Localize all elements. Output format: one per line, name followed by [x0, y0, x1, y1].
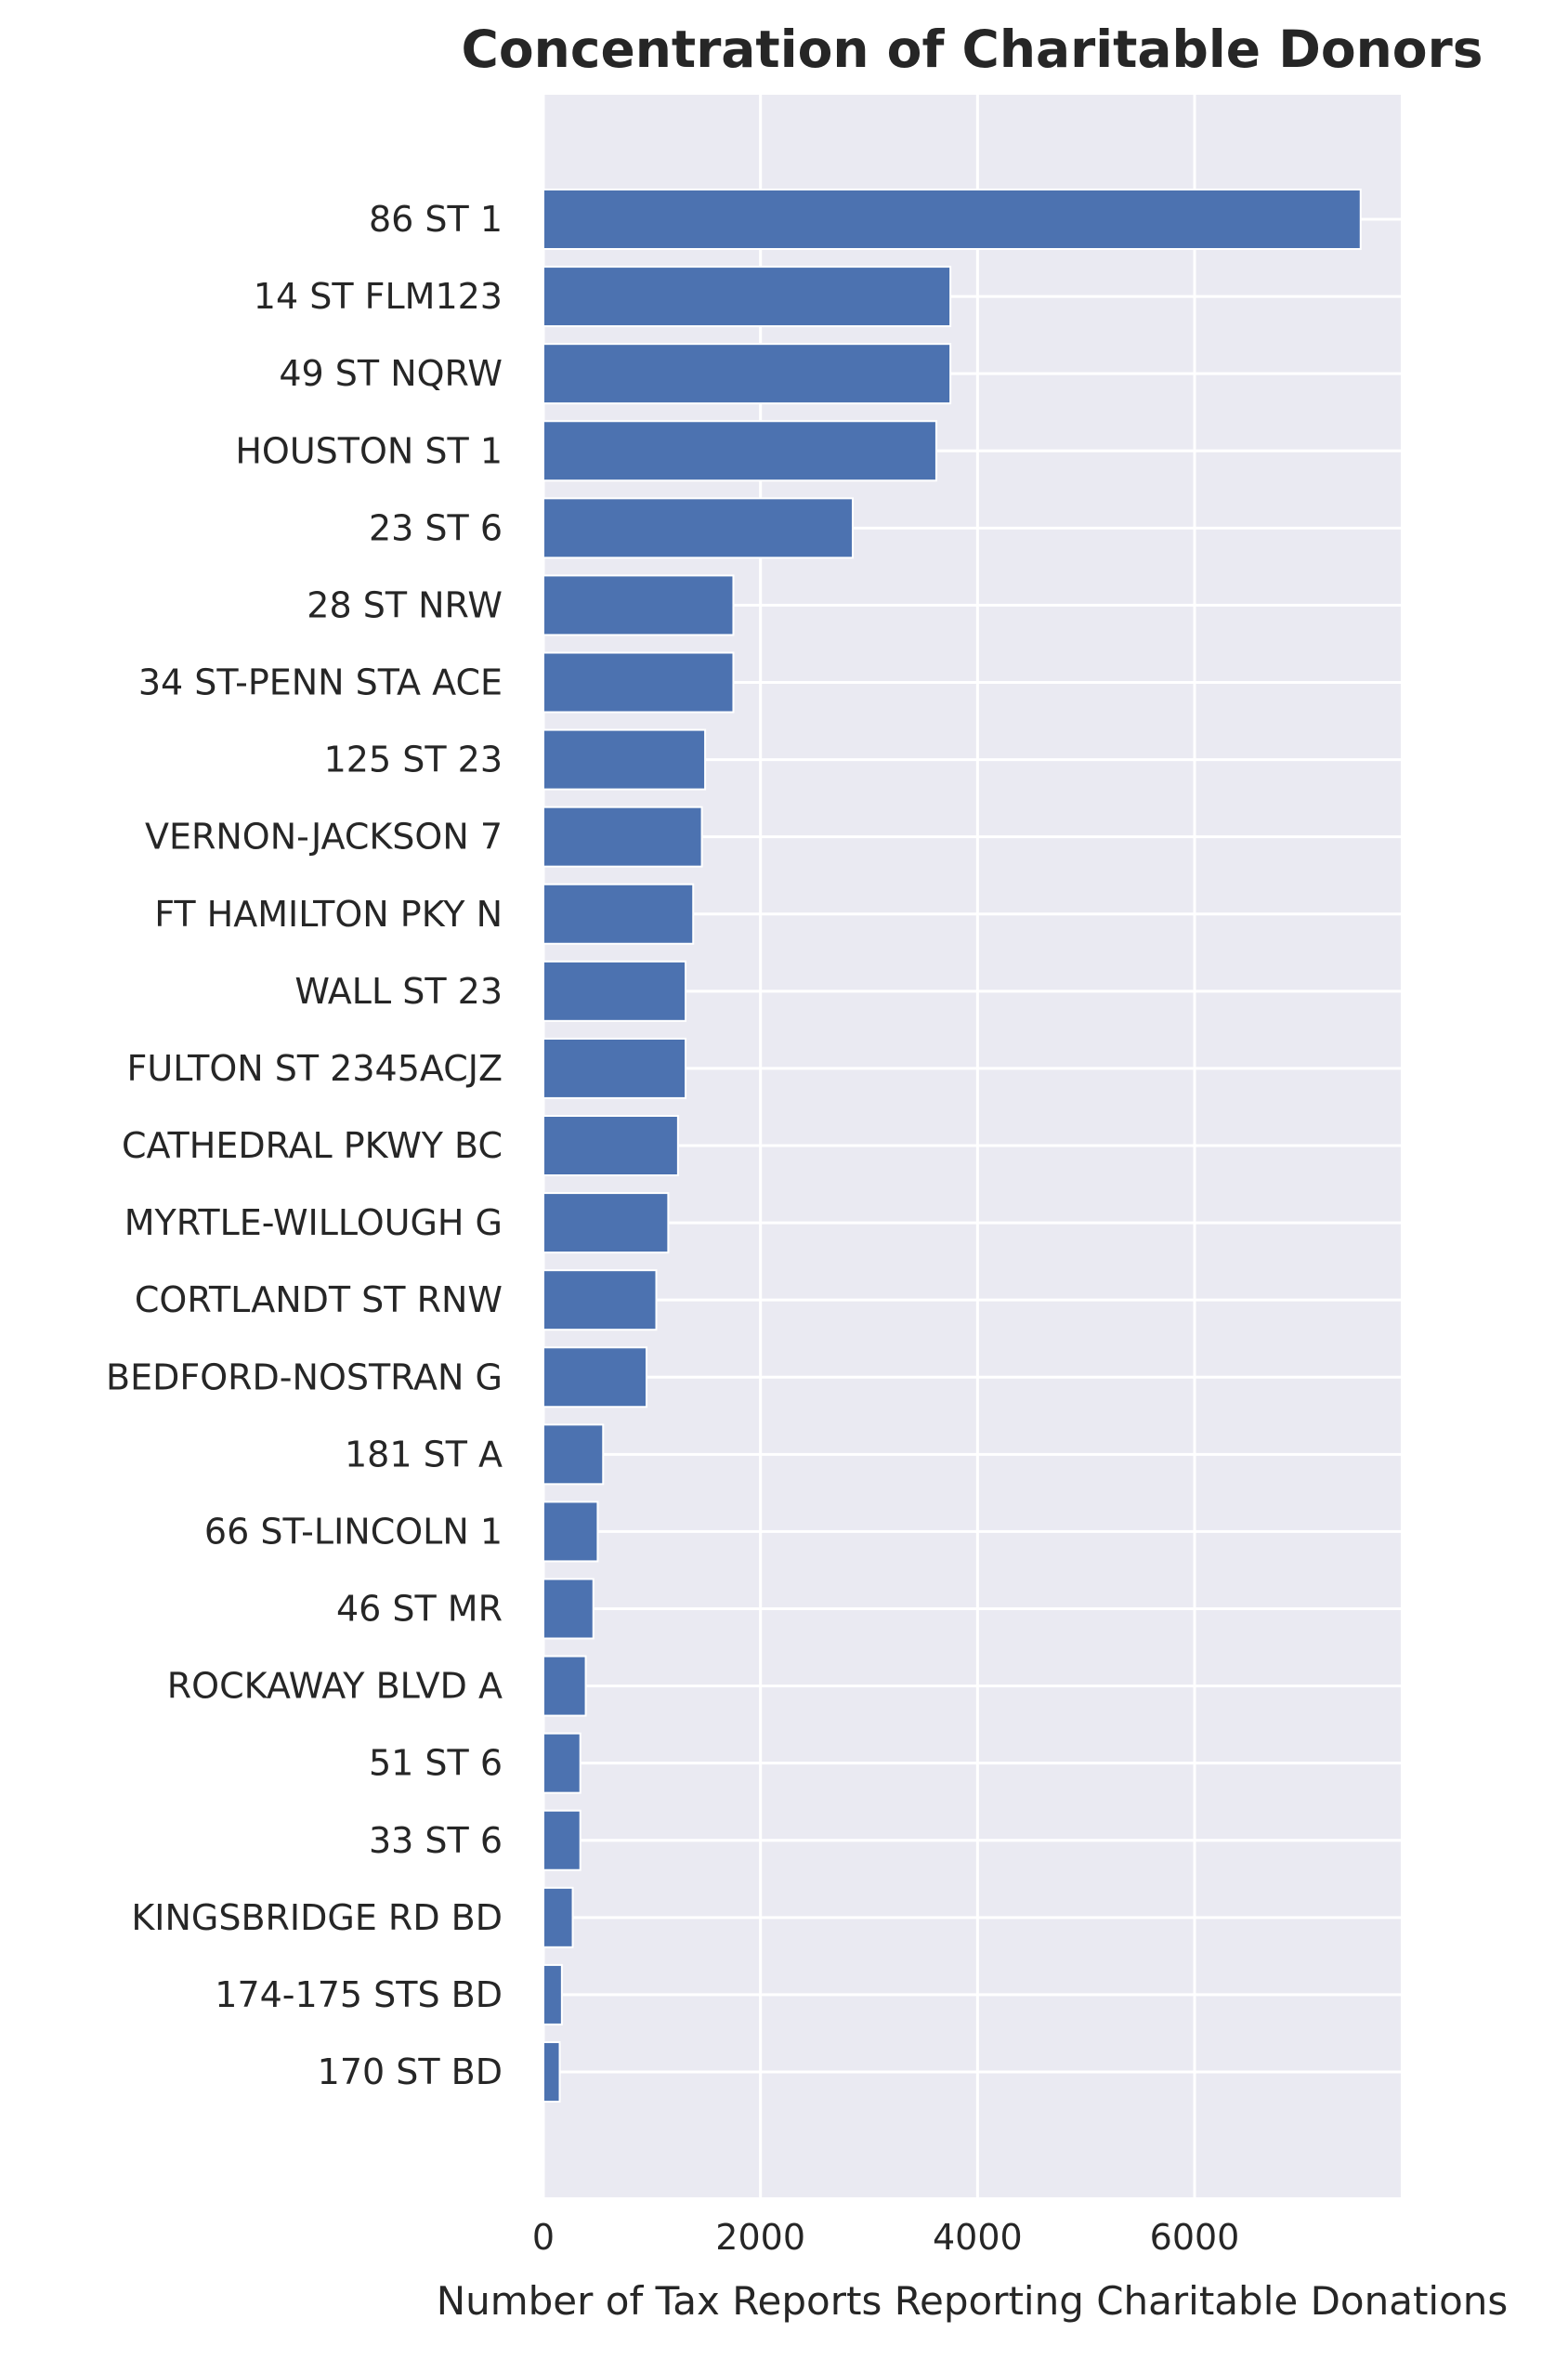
y-tick-label: BEDFORD-NOSTRAN G [106, 1356, 503, 1397]
y-tick-label: 181 ST A [345, 1434, 503, 1474]
bar [542, 343, 952, 405]
x-tick-label: 0 [532, 2217, 555, 2258]
bar [542, 1655, 587, 1717]
bar [542, 1115, 679, 1176]
bar [542, 1037, 687, 1099]
bar [542, 1423, 605, 1486]
y-tick-label: 49 ST NQRW [279, 353, 503, 394]
y-tick-label: FT HAMILTON PKY N [154, 894, 503, 935]
bar [542, 1192, 670, 1254]
bar [542, 806, 703, 868]
bar [542, 1501, 599, 1563]
bar [542, 1963, 563, 2025]
bar [542, 1732, 581, 1794]
y-tick-label: 14 ST FLM123 [254, 276, 503, 317]
bar [542, 1886, 574, 1948]
bars [542, 189, 1362, 2103]
y-tick-label: 51 ST 6 [369, 1743, 503, 1784]
y-tick-label: VERNON-JACKSON 7 [145, 817, 503, 858]
y-tick-label: MYRTLE-WILLOUGH G [124, 1202, 503, 1243]
bar [542, 651, 735, 714]
bar [542, 266, 952, 328]
bar [542, 1809, 581, 1871]
bar [542, 420, 937, 482]
y-tick-label: 125 ST 23 [324, 740, 503, 780]
x-tick-label: 4000 [933, 2217, 1023, 2258]
y-tick-labels: 86 ST 1 14 ST FLM123 49 ST NQRW HOUSTON ST … [106, 199, 503, 2092]
x-tick-labels: 0 2000 4000 6000 [532, 2217, 1239, 2258]
bar [542, 728, 707, 791]
chart-title: Concentration of Charitable Donors [462, 20, 1483, 79]
x-axis-label: Number of Tax Reports Reporting Charitab… [437, 2278, 1509, 2324]
bar [542, 1269, 658, 1331]
y-tick-label: CATHEDRAL PKWY BC [122, 1125, 503, 1166]
bar [542, 883, 695, 945]
y-tick-label: 86 ST 1 [369, 199, 503, 240]
y-tick-label: ROCKAWAY BLVD A [167, 1666, 503, 1707]
bar [542, 189, 1362, 250]
x-tick-label: 6000 [1150, 2217, 1240, 2258]
bar [542, 2041, 561, 2103]
y-tick-label: WALL ST 23 [294, 971, 503, 1012]
y-tick-label: KINGSBRIDGE RD BD [131, 1897, 503, 1938]
bar [542, 960, 687, 1022]
x-tick-label: 2000 [715, 2217, 805, 2258]
bar [542, 1578, 595, 1640]
y-tick-label: 174-175 STS BD [215, 1974, 503, 2015]
y-tick-label: 46 ST MR [336, 1589, 503, 1630]
y-tick-label: 33 ST 6 [369, 1820, 503, 1861]
y-tick-label: 34 ST-PENN STA ACE [138, 662, 503, 703]
y-tick-label: CORTLANDT ST RNW [135, 1279, 503, 1320]
y-tick-label: 28 ST NRW [307, 584, 503, 625]
y-tick-label: HOUSTON ST 1 [235, 430, 503, 471]
y-tick-label: FULTON ST 2345ACJZ [127, 1048, 503, 1089]
bar [542, 574, 735, 636]
y-tick-label: 23 ST 6 [369, 507, 503, 548]
y-tick-label: 170 ST BD [318, 2051, 503, 2092]
bar [542, 1346, 647, 1409]
y-tick-label: 66 ST-LINCOLN 1 [204, 1511, 503, 1552]
bar [542, 497, 854, 559]
